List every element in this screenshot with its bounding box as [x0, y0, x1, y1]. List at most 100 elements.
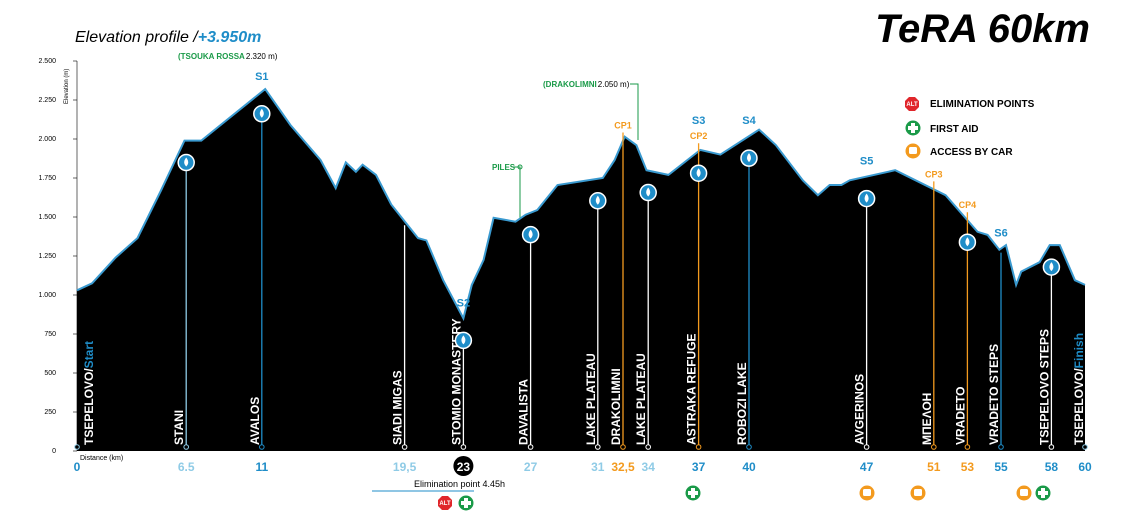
car-icon-body	[909, 147, 917, 154]
subtitle: Elevation profile /	[75, 29, 199, 46]
elimination-note: Elimination point 4.45h	[414, 479, 505, 489]
x-tick-badge	[453, 456, 474, 476]
y-tick-label: 2.000	[38, 136, 56, 143]
y-tick-label: 0	[52, 448, 56, 455]
waypoint-dot	[620, 444, 626, 450]
y-tick-label: 1.000	[38, 292, 56, 299]
x-tick-label: 27	[524, 460, 538, 474]
x-axis-label: Distance (km)	[80, 455, 123, 462]
first-aid-cross	[688, 488, 698, 498]
x-tick-label: 37	[692, 460, 706, 474]
x-tick-label: 51	[927, 460, 941, 474]
station-label: CP3	[925, 169, 943, 179]
waypoint-label: ROBOZI LAKE	[735, 362, 749, 445]
annotations: (TSOUKA ROSSA 2.320 m) (DRAKOLIMNI 2.050…	[178, 52, 639, 218]
x-tick-label: 32,5	[611, 460, 635, 474]
waypoint-label: STANI	[172, 410, 186, 445]
first-aid-cross	[908, 123, 918, 133]
waypoint-label: AVALOS	[248, 397, 262, 445]
waypoint-dot	[527, 444, 534, 450]
waypoint-label: DRAKOLIMNI	[609, 368, 623, 445]
waypoint-dot	[259, 444, 265, 450]
water-drop	[696, 168, 701, 178]
water-drop	[528, 229, 533, 239]
bottom-icons: Elimination point 4.45h ALT	[372, 479, 1051, 511]
first-aid-cross	[461, 498, 471, 508]
waypoint-dot	[401, 444, 408, 450]
station-label: CP4	[959, 200, 977, 210]
legend-text: ELIMINATION POINTS	[930, 99, 1035, 110]
water-drop	[1049, 262, 1054, 272]
waypoint-label: LAKE PLATEAU	[584, 353, 598, 445]
x-tick-label: 60	[1078, 460, 1092, 474]
station-label: S4	[742, 115, 756, 127]
x-tick-label: 40	[742, 460, 756, 474]
annotation-leader	[630, 83, 639, 140]
station-label: S2	[457, 297, 470, 309]
x-tick-label: 23	[457, 460, 471, 474]
x-tick-label: 11	[255, 460, 268, 474]
car-icon-body	[863, 489, 871, 496]
legend: ALT ELIMINATION POINTS FIRST AID ACCESS …	[905, 97, 1035, 159]
y-tick-label: 2.500	[38, 58, 56, 65]
waypoint-dot	[931, 444, 937, 450]
alt-icon-text: ALT	[439, 501, 451, 507]
x-tick-label: 0	[74, 460, 81, 474]
waypoint-label: VRADETO STEPS	[987, 344, 1001, 445]
station-label: S6	[994, 228, 1007, 240]
y-tick-label: 750	[44, 331, 56, 338]
waypoint-label: TSEPELOVO STEPS	[1037, 329, 1051, 445]
waypoint-dot	[1082, 444, 1088, 450]
y-tick-label: 1.750	[38, 175, 56, 182]
annotation-dot	[517, 164, 523, 170]
waypoint-label: STOMIO MONASTERY	[449, 318, 463, 445]
waypoint-dot	[183, 444, 189, 450]
station-label: CP1	[614, 121, 632, 131]
water-drop	[747, 153, 751, 163]
water-drop	[595, 195, 600, 205]
annotation: PILES	[492, 163, 516, 172]
station-label: S3	[692, 115, 705, 127]
waypoint-label: DAVALISTA	[517, 379, 531, 445]
waypoint-dot	[863, 444, 870, 450]
legend-text: ACCESS BY CAR	[930, 147, 1013, 158]
chart-title: TeRA 60km	[875, 7, 1090, 51]
x-tick-label: 6.5	[178, 460, 195, 474]
waypoint-label: SIADI MIGAS	[391, 370, 405, 445]
total-gain: +3.950m	[198, 29, 262, 46]
waypoint-dot	[645, 444, 652, 450]
waypoint-label: TSEPELOVO/	[82, 368, 96, 445]
x-tick-label: 47	[860, 460, 874, 474]
water-drop	[461, 335, 466, 345]
station-label: S1	[255, 71, 268, 83]
waypoint-dot	[74, 444, 80, 450]
waypoint-dot	[746, 444, 752, 450]
x-tick-label: 58	[1045, 460, 1059, 474]
water-drop	[646, 187, 651, 197]
annotation-leader	[513, 166, 521, 218]
annotation-elevation: 2.050 m)	[598, 80, 630, 89]
waypoint-label: TSEPELOVO/	[1072, 368, 1086, 445]
annotation-elevation: 2.320 m)	[246, 52, 278, 61]
waypoint-dot	[595, 444, 601, 450]
annotation: (TSOUKA ROSSA	[178, 52, 245, 61]
waypoint-label: LAKE PLATEAU	[634, 353, 648, 445]
waypoint-label-suffix: Start	[82, 341, 96, 368]
x-tick-label: 53	[961, 460, 975, 474]
waypoint-label: AVGERINOS	[853, 374, 867, 445]
alt-icon	[438, 496, 452, 510]
x-tick-label: 19,5	[393, 460, 417, 474]
water-drop	[259, 108, 264, 118]
y-axis-label: Elevation (m)	[64, 69, 70, 104]
water-drop	[864, 193, 869, 203]
waypoint-dot	[964, 444, 971, 450]
water-drop	[965, 237, 970, 247]
waypoint-label: ASTRAKA REFUGE	[685, 333, 699, 445]
elevation-line	[76, 87, 1086, 322]
alt-icon	[905, 97, 919, 111]
alt-icon-text: ALT	[906, 102, 918, 108]
annotation: (DRAKOLIMNI	[543, 80, 597, 89]
x-tick-label: 34	[642, 460, 656, 474]
car-icon-body	[1020, 489, 1028, 496]
